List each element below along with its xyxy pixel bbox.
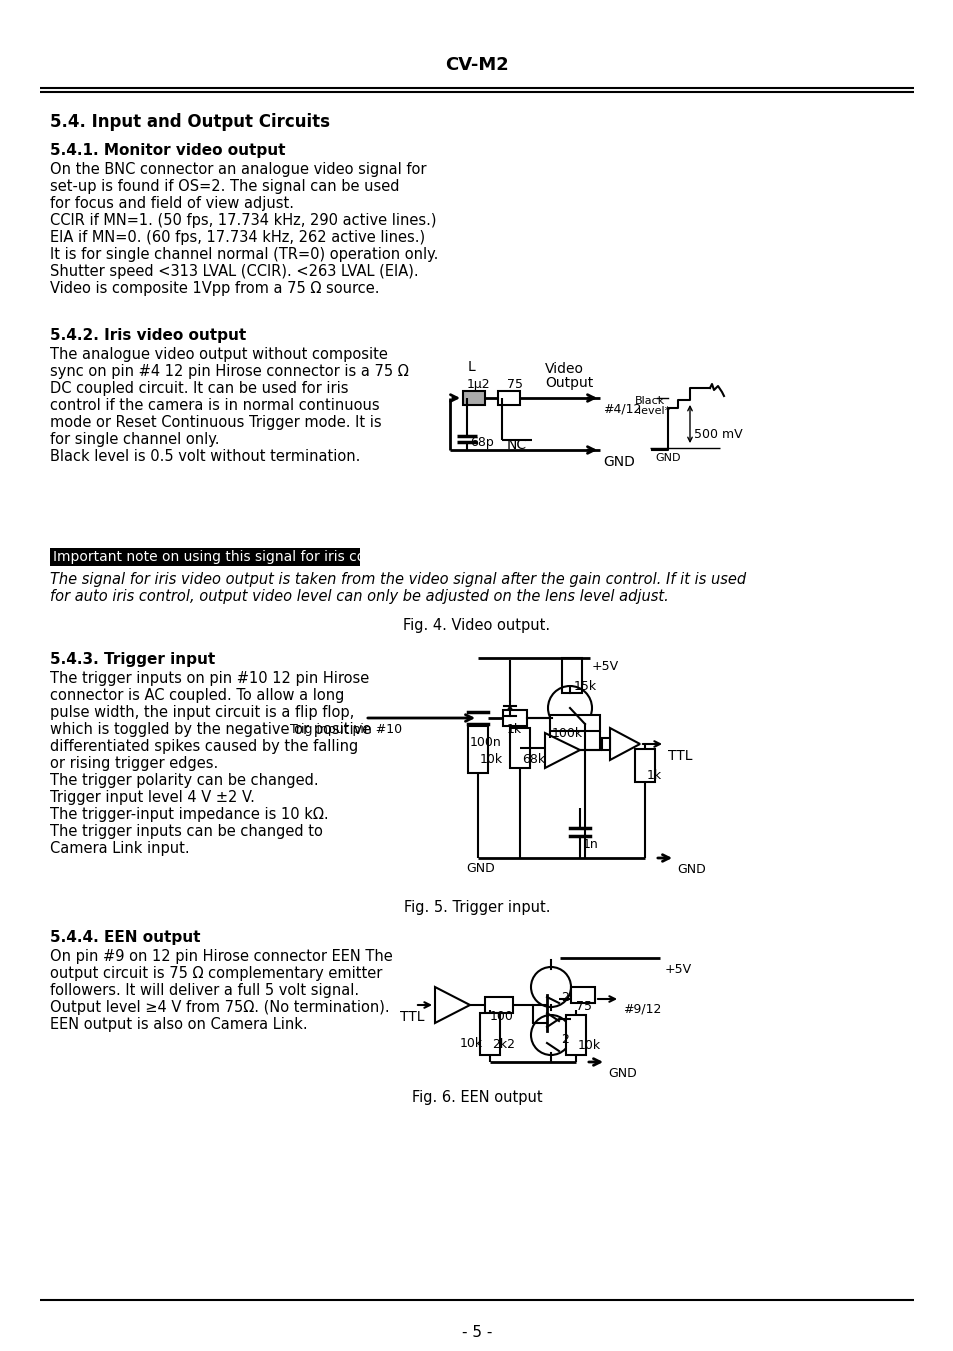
Text: #9/12: #9/12	[622, 1002, 660, 1015]
Text: set-up is found if OS=2. The signal can be used: set-up is found if OS=2. The signal can …	[50, 178, 399, 195]
Bar	[565, 1015, 585, 1055]
Text: 100: 100	[490, 1011, 514, 1023]
Text: DC coupled circuit. It can be used for iris: DC coupled circuit. It can be used for i…	[50, 381, 348, 396]
Text: 10k: 10k	[459, 1038, 482, 1050]
Text: Video: Video	[544, 362, 583, 376]
Text: Black level is 0.5 volt without termination.: Black level is 0.5 volt without terminat…	[50, 449, 360, 463]
Text: The trigger polarity can be changed.: The trigger polarity can be changed.	[50, 773, 318, 788]
Text: Fig. 6. EEN output: Fig. 6. EEN output	[412, 1090, 541, 1105]
Text: 1μ2: 1μ2	[467, 378, 490, 390]
Text: for focus and field of view adjust.: for focus and field of view adjust.	[50, 196, 294, 211]
Text: 5.4. Input and Output Circuits: 5.4. Input and Output Circuits	[50, 113, 330, 131]
Text: pulse width, the input circuit is a flip flop,: pulse width, the input circuit is a flip…	[50, 705, 354, 720]
Text: GND: GND	[607, 1067, 636, 1079]
Bar	[550, 715, 599, 731]
Text: followers. It will deliver a full 5 volt signal.: followers. It will deliver a full 5 volt…	[50, 984, 358, 998]
Bar	[484, 997, 513, 1013]
Text: 75: 75	[506, 378, 522, 390]
Bar	[510, 728, 530, 767]
Text: connector is AC coupled. To allow a long: connector is AC coupled. To allow a long	[50, 688, 344, 703]
Polygon shape	[435, 988, 470, 1023]
Text: - 5 -: - 5 -	[461, 1325, 492, 1340]
Bar	[497, 390, 519, 405]
Bar	[50, 549, 359, 566]
Bar	[635, 748, 655, 782]
Text: level*: level*	[638, 407, 670, 416]
Text: 10k: 10k	[479, 753, 502, 766]
Polygon shape	[609, 728, 639, 761]
Text: sync on pin #4 12 pin Hirose connector is a 75 Ω: sync on pin #4 12 pin Hirose connector i…	[50, 363, 408, 380]
Text: differentiated spikes caused by the falling: differentiated spikes caused by the fall…	[50, 739, 358, 754]
Bar	[462, 390, 484, 405]
Text: output circuit is 75 Ω complementary emitter: output circuit is 75 Ω complementary emi…	[50, 966, 382, 981]
Bar	[479, 1013, 499, 1055]
Text: CCIR if MN=1. (50 fps, 17.734 kHz, 290 active lines.): CCIR if MN=1. (50 fps, 17.734 kHz, 290 a…	[50, 213, 436, 228]
Text: Video is composite 1Vpp from a 75 Ω source.: Video is composite 1Vpp from a 75 Ω sour…	[50, 281, 379, 296]
Text: +5V: +5V	[592, 661, 618, 673]
Text: 10k: 10k	[578, 1039, 600, 1052]
Text: 100k: 100k	[552, 727, 582, 740]
Text: 1n: 1n	[582, 838, 598, 851]
Text: 68k: 68k	[521, 753, 544, 766]
Bar	[468, 725, 488, 773]
Polygon shape	[503, 707, 516, 716]
Text: Fig. 5. Trigger input.: Fig. 5. Trigger input.	[403, 900, 550, 915]
Text: Trig input pin #10: Trig input pin #10	[290, 723, 402, 736]
Text: On the BNC connector an analogue video signal for: On the BNC connector an analogue video s…	[50, 162, 426, 177]
Text: L: L	[468, 359, 476, 374]
Bar	[601, 738, 609, 750]
Text: 500 mV: 500 mV	[693, 428, 741, 440]
Text: 5.4.2. Iris video output: 5.4.2. Iris video output	[50, 328, 246, 343]
Text: TTL: TTL	[667, 748, 692, 763]
Text: The trigger inputs on pin #10 12 pin Hirose: The trigger inputs on pin #10 12 pin Hir…	[50, 671, 369, 686]
Text: Output: Output	[544, 376, 593, 390]
Text: Trigger input level 4 V ±2 V.: Trigger input level 4 V ±2 V.	[50, 790, 254, 805]
Text: On pin #9 on 12 pin Hirose connector EEN The: On pin #9 on 12 pin Hirose connector EEN…	[50, 948, 393, 965]
Text: The trigger inputs can be changed to: The trigger inputs can be changed to	[50, 824, 322, 839]
Text: 1k: 1k	[506, 723, 521, 736]
Text: which is toggled by the negative or positive: which is toggled by the negative or posi…	[50, 721, 371, 738]
Text: 68p: 68p	[470, 436, 494, 449]
Bar	[502, 711, 526, 725]
Text: Shutter speed <313 LVAL (CCIR). <263 LVAL (EIA).: Shutter speed <313 LVAL (CCIR). <263 LVA…	[50, 263, 418, 280]
Text: EEN output is also on Camera Link.: EEN output is also on Camera Link.	[50, 1017, 307, 1032]
Text: 75: 75	[576, 1000, 592, 1013]
Text: for auto iris control, output video level can only be adjusted on the lens level: for auto iris control, output video leve…	[50, 589, 668, 604]
Text: 5.4.4. EEN output: 5.4.4. EEN output	[50, 929, 200, 944]
Bar	[571, 988, 595, 1002]
Text: mode or Reset Continuous Trigger mode. It is: mode or Reset Continuous Trigger mode. I…	[50, 415, 381, 430]
Text: CV-M2: CV-M2	[445, 55, 508, 74]
Text: Camera Link input.: Camera Link input.	[50, 842, 190, 857]
Text: It is for single channel normal (TR=0) operation only.: It is for single channel normal (TR=0) o…	[50, 247, 438, 262]
Text: Important note on using this signal for iris control.: Important note on using this signal for …	[53, 550, 401, 563]
Text: 100n: 100n	[470, 736, 501, 748]
Text: 15k: 15k	[574, 680, 597, 693]
Text: +5V: +5V	[664, 963, 691, 975]
Text: GND: GND	[655, 453, 679, 463]
Text: GND: GND	[465, 862, 495, 875]
Text: 2: 2	[560, 1034, 568, 1046]
Text: #4/12: #4/12	[602, 403, 640, 416]
Text: Black: Black	[635, 396, 664, 407]
Text: 5.4.3. Trigger input: 5.4.3. Trigger input	[50, 653, 215, 667]
Text: The trigger-input impedance is 10 kΩ.: The trigger-input impedance is 10 kΩ.	[50, 807, 328, 821]
Text: 5.4.1. Monitor video output: 5.4.1. Monitor video output	[50, 143, 285, 158]
Polygon shape	[544, 734, 579, 767]
Text: 2: 2	[560, 992, 568, 1004]
Text: TTL: TTL	[399, 1011, 424, 1024]
Text: Fig. 4. Video output.: Fig. 4. Video output.	[403, 617, 550, 634]
Text: GND: GND	[602, 455, 634, 469]
Text: The signal for iris video output is taken from the video signal after the gain c: The signal for iris video output is take…	[50, 571, 745, 586]
Bar	[561, 658, 581, 693]
Text: EIA if MN=0. (60 fps, 17.734 kHz, 262 active lines.): EIA if MN=0. (60 fps, 17.734 kHz, 262 ac…	[50, 230, 425, 245]
Text: GND: GND	[677, 863, 705, 875]
Text: NC: NC	[506, 438, 527, 453]
Text: 1k: 1k	[646, 769, 661, 782]
Text: control if the camera is in normal continuous: control if the camera is in normal conti…	[50, 399, 379, 413]
Text: The analogue video output without composite: The analogue video output without compos…	[50, 347, 388, 362]
Text: for single channel only.: for single channel only.	[50, 432, 219, 447]
Text: Output level ≥4 V from 75Ω. (No termination).: Output level ≥4 V from 75Ω. (No terminat…	[50, 1000, 389, 1015]
Text: or rising trigger edges.: or rising trigger edges.	[50, 757, 218, 771]
Text: 2k2: 2k2	[492, 1038, 515, 1051]
